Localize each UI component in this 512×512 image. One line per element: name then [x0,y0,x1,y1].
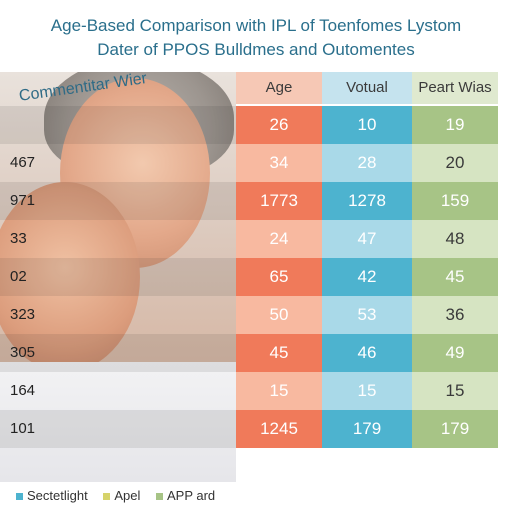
cell-peart-wias: 20 [412,144,498,182]
cell-votual: 1278 [322,182,412,220]
cell-votual: 15 [322,372,412,410]
cell-peart-wias: 159 [412,182,498,220]
cell-age: 26 [236,106,322,144]
cell-votual: 28 [322,144,412,182]
legend: Sectetlight Apel APP ard [16,488,227,503]
legend-item: APP ard [155,488,216,503]
cell-age: 1773 [236,182,322,220]
legend-item: Sectetlight [16,488,88,503]
cell-age: 1245 [236,410,322,448]
cell-peart-wias: 49 [412,334,498,372]
row-label: 101 [10,420,36,437]
cell-peart-wias: 45 [412,258,498,296]
legend-label: Sectetlight [27,488,88,503]
legend-label: Apel [114,488,141,503]
row-stripe [0,182,236,220]
row-label: 305 [10,344,36,361]
cell-votual: 10 [322,106,412,144]
cell-votual: 42 [322,258,412,296]
chart-title: Age-Based Comparison with IPL of Toenfom… [50,16,462,35]
row-stripe [0,334,236,372]
cell-votual: 179 [322,410,412,448]
cell-age: 45 [236,334,322,372]
row-label: 971 [10,192,36,209]
photo-face-woman [0,182,140,372]
photo-shirt [0,362,236,482]
cell-peart-wias: 48 [412,220,498,258]
legend-swatch [103,493,111,501]
legend-label: APP ard [166,488,216,503]
row-stripe [0,106,236,144]
column-header-peart-wias: Peart Wias [412,72,498,104]
column-header-votual: Votual [322,72,412,104]
cell-votual: 47 [322,220,412,258]
row-stripe [0,258,236,296]
chart-subtitle: Dater of PPOS Bulldmes and Outomentes [97,40,415,59]
cell-age: 24 [236,220,322,258]
legend-swatch [16,493,23,501]
row-label: 323 [10,306,36,323]
row-label: 164 [10,382,36,399]
cell-peart-wias: 36 [412,296,498,334]
background-photo [0,72,236,482]
cell-votual: 46 [322,334,412,372]
column-header-age: Age [236,72,322,104]
legend-item: Apel [103,488,140,503]
row-label: 02 [10,268,27,285]
cell-votual: 53 [322,296,412,334]
cell-age: 65 [236,258,322,296]
row-label: 33 [10,230,27,247]
row-label: 467 [10,154,36,171]
cell-age: 15 [236,372,322,410]
cell-peart-wias: 19 [412,106,498,144]
legend-swatch [155,493,163,501]
cell-age: 50 [236,296,322,334]
row-stripe [0,410,236,448]
cell-peart-wias: 179 [412,410,498,448]
cell-peart-wias: 15 [412,372,498,410]
cell-age: 34 [236,144,322,182]
